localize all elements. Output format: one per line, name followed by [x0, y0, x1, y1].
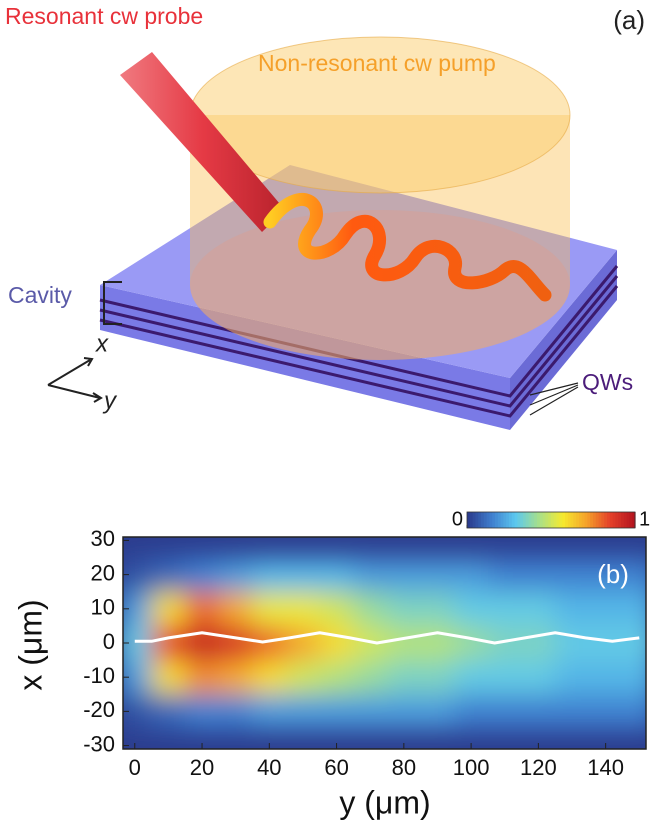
heat-cell: [353, 694, 388, 729]
heatmap: [118, 537, 651, 749]
heat-cell: [522, 694, 557, 729]
x-tick-label: 140: [587, 755, 624, 780]
heat-cell: [219, 626, 254, 661]
heat-cell: [387, 694, 422, 729]
axes-arrows: [48, 358, 101, 402]
y-tick-label: -30: [83, 731, 115, 756]
heat-cell: [555, 592, 590, 627]
x-tick-label: 0: [129, 755, 141, 780]
y-tick-label: 30: [91, 526, 115, 551]
heat-cell: [454, 660, 489, 695]
heat-cell: [286, 592, 321, 627]
heat-cell: [454, 626, 489, 661]
heat-cell: [252, 558, 287, 593]
x-tick-label: 120: [520, 755, 557, 780]
heat-cell: [252, 626, 287, 661]
y-axis-title: x (μm): [12, 599, 48, 690]
heat-cell: [219, 660, 254, 695]
heat-cell: [589, 592, 624, 627]
heat-cell: [488, 592, 523, 627]
heat-cell: [454, 558, 489, 593]
axis-y-label: y: [102, 387, 118, 414]
heatmap-cells: [118, 558, 651, 730]
heat-cell: [555, 558, 590, 593]
y-tick-label: 0: [103, 629, 115, 654]
cavity-label: Cavity: [8, 282, 72, 308]
heat-cell: [320, 694, 355, 729]
heat-cell: [421, 694, 456, 729]
heat-cell: [387, 592, 422, 627]
heat-cell: [454, 592, 489, 627]
heat-cell: [555, 626, 590, 661]
qws-label: QWs: [582, 369, 633, 395]
x-tick-label: 80: [392, 755, 416, 780]
heat-cell: [185, 626, 220, 661]
heat-cell: [421, 592, 456, 627]
heat-cell: [152, 558, 187, 593]
heat-cell: [454, 694, 489, 729]
colorbar-tick-label: 1: [639, 508, 650, 530]
heat-cell: [219, 592, 254, 627]
pump-label: Non-resonant cw pump: [258, 50, 496, 76]
heat-cell: [387, 558, 422, 593]
heat-cell: [488, 558, 523, 593]
y-tick-label: 10: [91, 595, 115, 620]
heat-cell: [185, 660, 220, 695]
heat-cell: [152, 626, 187, 661]
heat-cell: [353, 558, 388, 593]
heat-cell: [387, 660, 422, 695]
y-tick-label: -10: [83, 663, 115, 688]
heat-cell: [152, 660, 187, 695]
heat-cell: [286, 694, 321, 729]
heat-cell: [522, 592, 557, 627]
heat-cell: [387, 626, 422, 661]
heat-cell: [555, 660, 590, 695]
heat-cell: [252, 660, 287, 695]
heat-cell: [252, 694, 287, 729]
heat-cell: [589, 694, 624, 729]
y-tick-label: -20: [83, 697, 115, 722]
heat-cell: [219, 558, 254, 593]
heat-cell: [152, 592, 187, 627]
heat-cell: [522, 558, 557, 593]
heat-cell: [488, 660, 523, 695]
heat-cell: [320, 626, 355, 661]
schematic: [48, 37, 617, 430]
heat-cell: [488, 694, 523, 729]
probe-label: Resonant cw probe: [5, 3, 203, 29]
x-axis-title: y (μm): [339, 784, 430, 820]
heat-cell: [353, 660, 388, 695]
heat-cell: [185, 592, 220, 627]
x-tick-label: 60: [324, 755, 348, 780]
heat-cell: [185, 694, 220, 729]
heat-cell: [353, 592, 388, 627]
heat-cell: [555, 694, 590, 729]
heat-cell: [589, 626, 624, 661]
heat-cell: [522, 660, 557, 695]
heat-cell: [252, 592, 287, 627]
heat-cell: [320, 660, 355, 695]
heat-cell: [421, 558, 456, 593]
figure: Resonant cw probe (a) Non-resonant cw pu…: [0, 0, 651, 833]
heat-cell: [589, 660, 624, 695]
heat-cell: [522, 626, 557, 661]
heat-cell: [286, 558, 321, 593]
heat-cell: [320, 592, 355, 627]
panel-label: (b): [597, 559, 629, 589]
axis-x-label: x: [95, 330, 109, 357]
panel-label: (a): [613, 5, 645, 35]
x-tick-label: 40: [257, 755, 281, 780]
heat-cell: [320, 558, 355, 593]
heat-cell: [152, 694, 187, 729]
y-tick-label: 20: [91, 560, 115, 585]
heat-cell: [286, 660, 321, 695]
x-tick-label: 20: [190, 755, 214, 780]
heat-cell: [421, 660, 456, 695]
heat-cell: [421, 626, 456, 661]
heat-cell: [185, 558, 220, 593]
heat-cell: [219, 694, 254, 729]
colorbar-tick-label: 0: [452, 508, 463, 530]
x-tick-label: 100: [453, 755, 490, 780]
heat-cell: [286, 626, 321, 661]
